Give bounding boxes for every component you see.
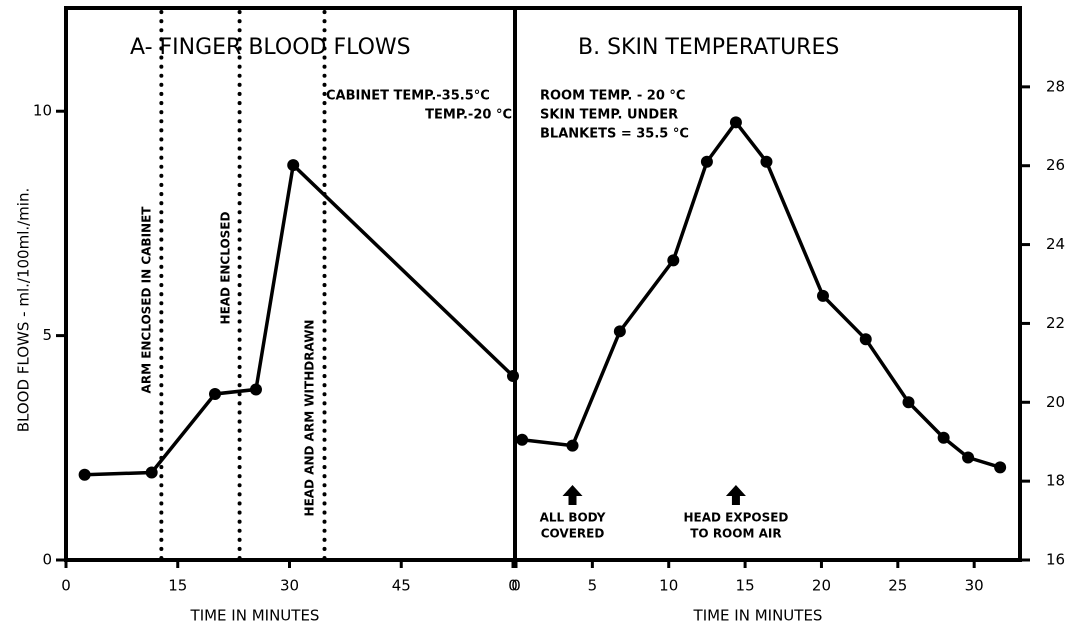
y-tick-label: 5 [42,326,52,344]
point [145,466,158,479]
point [249,383,262,396]
y-axis-label: BLOOD FLOWS - ml./100ml./min. [15,188,33,433]
y-tick-label: 16 [1046,551,1065,569]
y-tick-label: 10 [33,102,52,120]
y-tick-label: 24 [1046,235,1065,253]
event-label: ARM ENCLOSED IN CABINET [140,206,154,394]
arrow-label: TO ROOM AIR [690,527,781,541]
y-tick-label: 26 [1046,156,1065,174]
arrow [725,485,746,505]
point [994,461,1007,474]
x-axis-label: TIME IN MINUTES [693,607,823,625]
x-tick-label: 15 [736,577,755,595]
x-tick-label: 5 [588,577,598,595]
y-tick-label: 18 [1046,472,1065,490]
point [209,387,221,400]
x-tick-label: 30 [280,577,299,595]
x-tick-label: 45 [392,577,411,595]
event-label: HEAD ENCLOSED [219,211,233,324]
x-tick-label: 20 [812,577,831,595]
point [613,325,626,338]
annotation: SKIN TEMP. UNDER [540,108,678,123]
x-tick-label: 15 [168,577,187,595]
arrow-label: COVERED [541,527,605,541]
chart-title: A- FINGER BLOOD FLOWS [130,35,411,60]
point [287,159,300,172]
x-axis-label: TIME IN MINUTES [190,607,320,625]
point [700,155,713,168]
point [816,289,829,302]
chart-title: B. SKIN TEMPERATURES [578,35,839,60]
arrow [562,485,583,505]
x-tick-label: 30 [965,577,984,595]
point [667,254,680,267]
annotation: BLANKETS = 35.5 °C [540,127,689,142]
x-tick-label: 0 [61,577,71,595]
point [962,451,975,464]
point [78,468,91,481]
point [516,433,529,446]
event-label: HEAD AND ARM WITHDRAWN [303,320,317,517]
frame [64,6,1022,562]
point [937,431,950,444]
line [84,161,515,477]
annotation: TEMP.-20 °C [425,108,512,123]
annotation: ROOM TEMP. - 20 °C [540,89,685,104]
x-tick-label: 25 [888,577,907,595]
y-tick-label: 20 [1046,393,1065,411]
line [521,119,1001,470]
x-tick-label: 0 [508,577,518,595]
point [507,370,519,382]
point [760,155,773,168]
point [902,396,915,409]
y-tick-label: 28 [1046,77,1065,95]
annotation: CABINET TEMP.-35.5°C [326,89,490,104]
point [729,116,742,129]
y-tick-label: 0 [42,551,52,569]
x-tick-label: 0 [511,577,521,595]
point [859,333,872,346]
x-tick-label: 10 [659,577,678,595]
arrow-label: HEAD EXPOSED [683,511,788,525]
point [566,439,579,452]
y-tick-label: 22 [1046,314,1065,332]
arrow-label: ALL BODY [540,511,606,525]
